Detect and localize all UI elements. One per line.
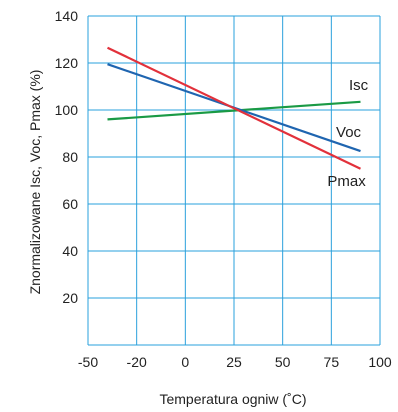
y-tick-label: 100	[55, 102, 79, 118]
series-lines	[107, 46, 361, 170]
x-axis-label: Temperatura ogniw (˚C)	[159, 391, 306, 407]
y-tick-label: 80	[62, 149, 78, 165]
y-tick-label: 140	[55, 8, 79, 24]
series-line-isc	[107, 100, 361, 121]
y-axis-label: Znormalizowane Isc, Voc, Pmax (%)	[27, 70, 43, 295]
series-labels: Isc Voc Pmax	[327, 77, 368, 190]
y-tick-label: 40	[62, 243, 78, 259]
y-tick-label: 20	[62, 290, 78, 306]
grid	[87, 15, 381, 346]
y-tick-label: 60	[62, 196, 78, 212]
series-label-isc: Isc	[349, 77, 369, 94]
y-tick-label: 120	[55, 55, 79, 71]
x-tick-label: -50	[78, 354, 98, 370]
x-tick-label: 25	[226, 354, 242, 370]
x-tick-label: 75	[324, 354, 340, 370]
series-label-pmax: Pmax	[327, 173, 366, 190]
tick-labels: -50 -20 0 25 50 75 100 20 40 60 80 100 120 140	[55, 8, 392, 370]
x-tick-label: -20	[127, 354, 147, 370]
series-line-pmax	[107, 46, 361, 170]
x-tick-label: 100	[368, 354, 392, 370]
x-tick-label: 0	[181, 354, 189, 370]
series-label-voc: Voc	[336, 124, 362, 141]
x-tick-label: 50	[275, 354, 291, 370]
